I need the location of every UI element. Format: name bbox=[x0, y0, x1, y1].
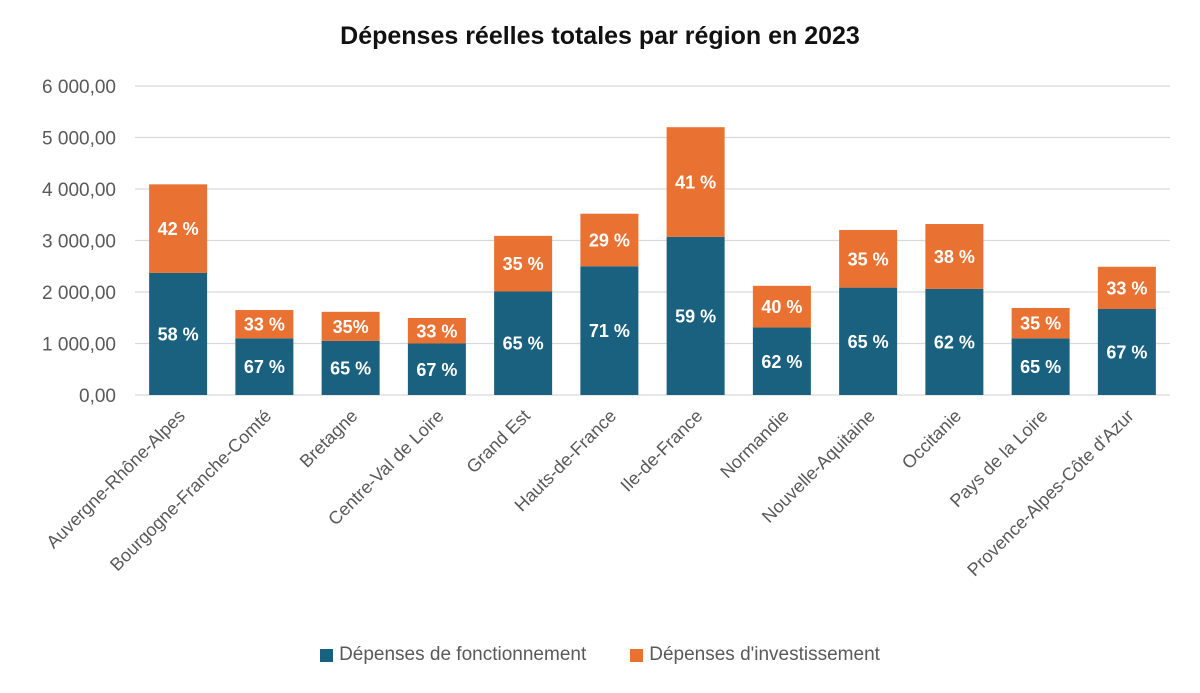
bar-fonctionnement bbox=[580, 266, 639, 395]
bar-fonctionnement bbox=[752, 327, 811, 395]
data-label: 65 % bbox=[503, 334, 544, 354]
y-tick-label: 5 000,00 bbox=[42, 129, 116, 150]
y-tick-label: 4 000,00 bbox=[42, 180, 116, 201]
x-tick-label: Provence-Alpes-Côte d'Azur bbox=[963, 406, 1137, 580]
legend-swatch-fonctionnement bbox=[320, 648, 334, 662]
chart-title: Dépenses réelles totales par région en 2… bbox=[340, 22, 860, 50]
bar-fonctionnement bbox=[839, 287, 898, 395]
data-label: 35% bbox=[333, 317, 369, 337]
x-tick-label: Auvergne-Rhône-Alpes bbox=[42, 406, 188, 552]
data-label: 33 % bbox=[416, 321, 457, 341]
legend-item-investissement[interactable]: Dépenses d'investissement bbox=[630, 644, 880, 666]
bar-fonctionnement bbox=[1097, 308, 1156, 395]
x-tick-label: Normandie bbox=[716, 406, 792, 482]
y-tick-label: 6 000,00 bbox=[42, 77, 116, 98]
bar-fonctionnement bbox=[321, 340, 380, 395]
bar-fonctionnement bbox=[235, 338, 294, 395]
bar-investissement bbox=[1097, 266, 1156, 309]
data-label: 58 % bbox=[158, 324, 199, 344]
y-tick-label: 0,00 bbox=[79, 386, 116, 407]
y-tick-label: 1 000,00 bbox=[42, 335, 116, 356]
bar-investissement bbox=[666, 127, 725, 237]
data-label: 71 % bbox=[589, 321, 630, 341]
data-label: 65 % bbox=[1020, 357, 1061, 377]
data-label: 62 % bbox=[761, 352, 802, 372]
bar-fonctionnement bbox=[925, 288, 984, 395]
data-label: 67 % bbox=[1106, 342, 1147, 362]
bar-fonctionnement bbox=[666, 236, 725, 395]
bar-investissement bbox=[149, 184, 208, 273]
bar-investissement bbox=[839, 229, 898, 288]
data-label: 42 % bbox=[158, 219, 199, 239]
data-label: 35 % bbox=[503, 254, 544, 274]
data-label: 38 % bbox=[934, 247, 975, 267]
x-tick-label: Bourgogne-Franche-Comté bbox=[106, 406, 275, 575]
y-tick-label: 3 000,00 bbox=[42, 232, 116, 253]
legend-label-fonctionnement: Dépenses de fonctionnement bbox=[339, 644, 587, 665]
bar-investissement bbox=[580, 213, 639, 267]
legend-label-investissement: Dépenses d'investissement bbox=[649, 644, 880, 665]
data-label: 33 % bbox=[1106, 278, 1147, 298]
data-label: 35 % bbox=[1020, 314, 1061, 334]
data-label: 35 % bbox=[848, 249, 889, 269]
data-label: 67 % bbox=[244, 357, 285, 377]
y-tick-label: 2 000,00 bbox=[42, 283, 116, 304]
bar-investissement bbox=[494, 235, 553, 292]
x-tick-label: Ile-de-France bbox=[617, 406, 707, 496]
x-tick-label: Bretagne bbox=[296, 406, 362, 472]
data-label: 67 % bbox=[416, 360, 457, 380]
data-label: 29 % bbox=[589, 230, 630, 250]
x-tick-label: Grand Est bbox=[463, 406, 534, 477]
data-label: 33 % bbox=[244, 315, 285, 335]
legend-swatch-investissement bbox=[630, 648, 644, 662]
data-label: 40 % bbox=[761, 297, 802, 317]
x-tick-label: Occitanie bbox=[898, 406, 965, 473]
bar-investissement bbox=[235, 310, 294, 339]
bar-investissement bbox=[752, 285, 811, 328]
data-label: 62 % bbox=[934, 332, 975, 352]
bar-fonctionnement bbox=[494, 291, 553, 395]
data-label: 41 % bbox=[675, 173, 716, 193]
bar-investissement bbox=[407, 318, 466, 344]
legend-item-fonctionnement[interactable]: Dépenses de fonctionnement bbox=[320, 644, 586, 666]
bar-fonctionnement bbox=[407, 343, 466, 395]
bar-fonctionnement bbox=[149, 272, 208, 395]
bar-investissement bbox=[321, 311, 380, 341]
data-label: 65 % bbox=[848, 332, 889, 352]
bar-investissement bbox=[1011, 307, 1070, 339]
data-label: 65 % bbox=[330, 358, 371, 378]
bar-fonctionnement bbox=[1011, 338, 1070, 395]
data-label: 59 % bbox=[675, 306, 716, 326]
legend: Dépenses de fonctionnement Dépenses d'in… bbox=[0, 644, 1200, 666]
bar-investissement bbox=[925, 224, 984, 289]
